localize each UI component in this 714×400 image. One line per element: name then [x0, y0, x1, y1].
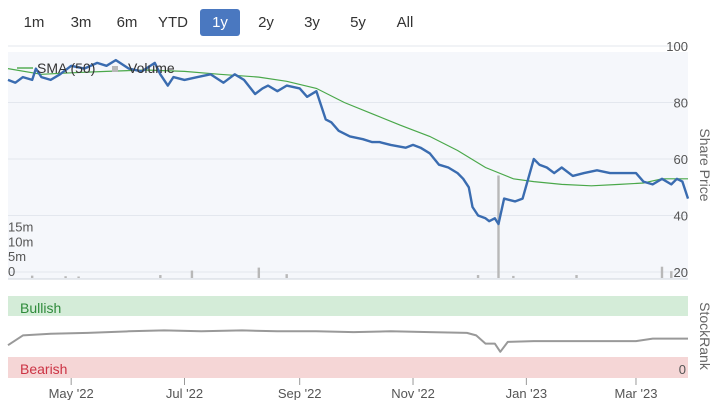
legend-volume-label[interactable]: Volume — [128, 60, 175, 76]
date-tick-label: Mar '23 — [615, 386, 658, 400]
stockrank-axis-title: StockRank — [697, 302, 713, 371]
volume-bar — [285, 274, 288, 278]
stockrank-line — [7, 329, 688, 353]
date-axis-ticks: May '22 Jul '22 Sep '22 Nov '22 Jan '23 Mar '… — [49, 378, 658, 400]
bearish-band — [8, 357, 688, 378]
volume-bar — [670, 271, 673, 278]
volume-bar — [64, 276, 67, 278]
date-tick-label: Jan '23 — [506, 386, 548, 400]
range-button-1m[interactable]: 1m — [13, 9, 55, 36]
range-button-6m[interactable]: 6m — [106, 9, 148, 36]
range-button-3m[interactable]: 3m — [60, 9, 102, 36]
volume-bar — [476, 275, 480, 278]
chart-legend[interactable]: SMA (50) Volume — [17, 60, 175, 76]
date-tick-label: Nov '22 — [391, 386, 435, 400]
price-tick-label: 60 — [674, 152, 688, 167]
date-tick-label: Sep '22 — [278, 386, 322, 400]
price-tick-label: 80 — [674, 96, 688, 111]
date-tick-label: May '22 — [49, 386, 94, 400]
range-button-2y[interactable]: 2y — [245, 9, 287, 36]
range-button-1y[interactable]: 1y — [200, 9, 240, 36]
range-selector: 1m 3m 6m YTD 1y 2y 3y 5y All — [0, 0, 714, 46]
bearish-label: Bearish — [20, 361, 67, 377]
price-tick-label: 100 — [666, 39, 688, 54]
volume-bar — [660, 266, 664, 278]
volume-tick-label: 0 — [8, 264, 15, 279]
share-price-line — [7, 58, 690, 226]
volume-bars — [30, 175, 673, 278]
stockrank-tick-label: 0 — [679, 362, 686, 377]
volume-bar — [190, 270, 194, 278]
volume-bar — [575, 275, 578, 278]
volume-tick-label: 15m — [8, 219, 33, 234]
volume-bar — [497, 175, 500, 278]
price-tick-label: 40 — [674, 209, 688, 224]
volume-bar — [77, 276, 80, 278]
price-grid — [8, 45, 688, 273]
volume-tick-label: 10m — [8, 234, 33, 249]
bullish-band — [8, 296, 688, 316]
stockrank-axis-ticks: 0 — [679, 362, 686, 377]
date-tick-label: Jul '22 — [166, 386, 203, 400]
legend-volume-swatch — [112, 66, 118, 72]
volume-bar — [159, 275, 162, 278]
share-price-axis-title: Share Price — [697, 128, 713, 201]
price-tick-label: 20 — [674, 265, 688, 280]
price-axis-ticks: 20 40 60 80 100 — [666, 39, 688, 280]
volume-bar — [512, 275, 515, 278]
range-button-5y[interactable]: 5y — [337, 9, 379, 36]
bullish-label: Bullish — [20, 300, 61, 316]
price-plot-area — [8, 52, 688, 279]
range-button-ytd[interactable]: YTD — [150, 9, 196, 36]
range-button-3y[interactable]: 3y — [291, 9, 333, 36]
legend-sma-label[interactable]: SMA (50) — [37, 60, 95, 76]
volume-bar — [30, 275, 34, 278]
range-button-all[interactable]: All — [383, 9, 427, 36]
volume-bar — [257, 267, 261, 278]
volume-tick-label: 5m — [8, 249, 26, 264]
